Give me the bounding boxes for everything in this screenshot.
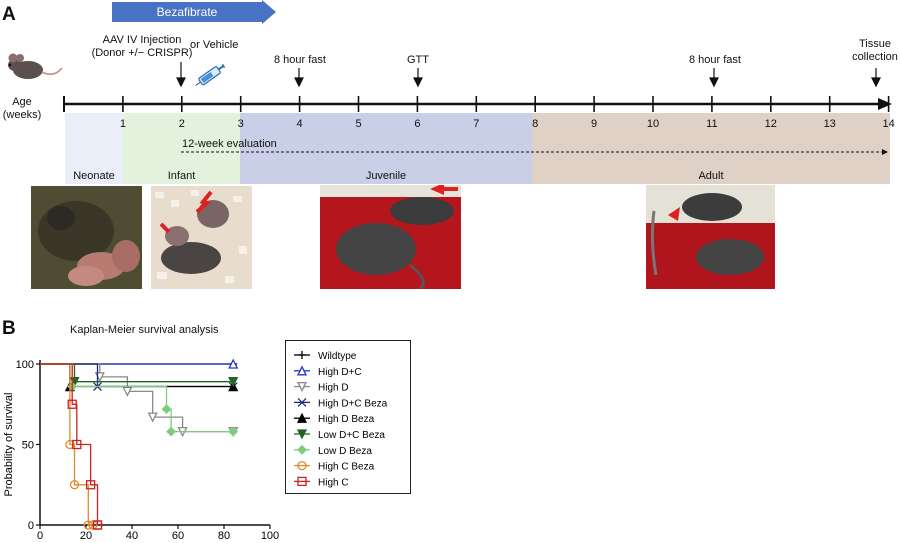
km-marker [85,480,96,490]
injection-label: AAV IV Injection (Donor +/− CRISPR) [91,34,193,59]
week-label: 5 [355,118,362,130]
x-tick-label: 0 [37,530,43,542]
x-tick-label: 20 [80,530,92,542]
y-tick-label: 0 [28,520,34,532]
legend-box: Wildtype High D+C High D High D+C Beza High … [285,340,411,494]
band-infant [123,113,240,184]
legend-label: Low D Beza [318,446,372,457]
km-marker [67,399,77,409]
week-label: 10 [646,118,660,130]
km-marker [228,377,239,388]
week-label: 7 [473,118,480,130]
adult-photo [646,185,775,289]
band-juvenile [240,113,532,184]
legend-label: High D+C Beza [318,398,388,409]
chart-title: Kaplan-Meier survival analysis [70,324,219,336]
band-neonate [65,113,123,184]
legend-label: Low D+C Beza [318,430,385,441]
fast2-label: 8 hour fast [689,54,741,66]
km-marker [161,404,172,414]
timeline [63,62,892,184]
week-label: 9 [591,118,598,130]
km-marker [69,480,80,490]
km-marker [298,351,306,359]
age-label: Age (weeks) [2,96,42,121]
legend-label: High C [318,477,349,488]
infant-photo [151,186,252,289]
week-label: 2 [178,118,185,130]
legend-label: High D Beza [318,414,375,425]
y-axis-label: Probability of survival [3,393,15,497]
week-label: 13 [823,118,836,130]
evaluation-label: 12-week evaluation [182,138,277,150]
week-label: 4 [296,118,303,130]
week-label: 12 [764,118,777,130]
km-marker [296,381,308,393]
x-tick-label: 80 [218,530,230,542]
km-series-line [40,363,234,383]
km-marker [297,460,307,471]
km-series-line [40,363,234,433]
stage-infant: Infant [167,170,196,182]
tissue-label: Tissue collection [852,38,898,63]
juvenile-photo [320,185,461,289]
km-marker [297,444,307,455]
gtt-label: GTT [407,54,429,66]
x-tick-label: 60 [172,530,184,542]
km-marker [297,476,307,487]
km-marker [65,439,75,450]
week-label: 11 [706,118,718,130]
syringe-icon [195,63,226,86]
week-label: 8 [532,118,539,130]
km-marker [296,365,308,376]
legend-label: Wildtype [318,351,357,362]
km-marker [166,426,177,437]
legend-label: High D+C [318,367,362,378]
km-marker [296,429,308,440]
km-marker [92,520,103,530]
legend: Wildtype High D+C High D High D+C Beza High … [294,351,388,488]
km-marker [228,426,239,437]
mouse-icon [8,53,63,79]
km-marker [297,397,307,407]
legend-label: High D [318,383,349,394]
panel-b-letter: B [2,318,16,339]
km-chart: 0 20 40 60 80 100 0 50 100 Probability of surviva… [3,358,279,542]
week-label: 14 [882,118,895,130]
km-marker [228,358,239,369]
fast1-label: 8 hour fast [274,54,326,66]
legend-label: High C Beza [318,462,375,473]
km-marker [296,412,308,423]
km-series-line [40,363,93,526]
km-marker [72,439,82,450]
x-tick-label: 40 [126,530,138,542]
stage-juvenile: Juvenile [365,170,407,182]
band-adult [532,113,890,184]
stage-neonate: Neonate [73,170,115,182]
or-vehicle-label: or Vehicle [190,39,239,51]
bezafibrate-label: Bezafibrate [156,5,218,19]
week-label: 6 [414,118,421,130]
x-tick-label: 100 [261,530,279,542]
km-marker [147,412,158,423]
km-series-line [40,363,234,433]
km-marker [122,386,133,397]
week-label: 1 [119,118,126,130]
neonate-photo [31,186,142,289]
panel-a-letter: A [2,4,16,25]
week-label: 3 [237,118,244,130]
bezafibrate-arrow [112,0,276,24]
stage-adult: Adult [698,170,724,182]
y-tick-label: 100 [16,359,34,371]
km-marker [83,520,93,530]
y-tick-label: 50 [22,440,34,452]
